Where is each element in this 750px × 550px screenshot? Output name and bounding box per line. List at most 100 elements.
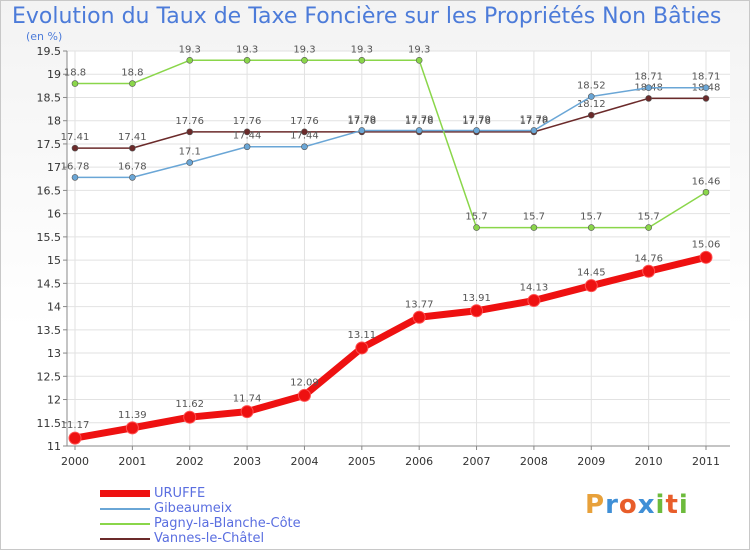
data-point-vannes-le-chatel bbox=[71, 144, 79, 152]
data-point-gibeaumeix bbox=[415, 127, 423, 134]
y-tick-label: 19.5 bbox=[37, 45, 62, 58]
logo-letter: i bbox=[678, 490, 689, 520]
data-label-pagny-la-blanche-cote: 19.3 bbox=[351, 44, 373, 55]
data-label-vannes-le-chatel: 17.41 bbox=[118, 132, 147, 143]
data-point-pagny-la-blanche-cote bbox=[702, 188, 710, 196]
data-label-gibeaumeix: 16.78 bbox=[61, 161, 90, 172]
data-label-uruffe: 11.39 bbox=[118, 410, 147, 421]
data-point-pagny-la-blanche-cote bbox=[530, 224, 538, 231]
series-line-gibeaumeix bbox=[75, 86, 706, 179]
y-tick-label: 17 bbox=[47, 161, 61, 174]
data-point-uruffe bbox=[699, 250, 713, 264]
data-point-gibeaumeix bbox=[301, 143, 308, 151]
data-label-vannes-le-chatel: 17.41 bbox=[61, 132, 90, 143]
data-point-gibeaumeix bbox=[530, 127, 538, 134]
data-label-uruffe: 14.45 bbox=[577, 268, 606, 279]
legend-item-vannes-le-chatel: Vannes-le-Châtel bbox=[100, 531, 301, 546]
data-point-vannes-le-chatel bbox=[301, 128, 308, 136]
y-tick-label: 11.5 bbox=[37, 417, 62, 430]
data-label-pagny-la-blanche-cote: 19.3 bbox=[236, 44, 258, 55]
y-tick-label: 12 bbox=[47, 394, 61, 407]
data-point-pagny-la-blanche-cote bbox=[71, 80, 79, 87]
data-label-vannes-le-chatel: 17.76 bbox=[233, 116, 262, 127]
data-label-pagny-la-blanche-cote: 19.3 bbox=[293, 44, 315, 55]
data-point-gibeaumeix bbox=[587, 93, 595, 100]
logo-letter: t bbox=[665, 490, 679, 520]
data-label-vannes-le-chatel: 18.12 bbox=[577, 99, 606, 110]
data-label-gibeaumeix: 17.79 bbox=[347, 114, 376, 125]
x-tick-label: 2010 bbox=[635, 455, 663, 468]
legend-swatch bbox=[100, 490, 150, 497]
data-point-gibeaumeix bbox=[358, 127, 366, 134]
logo-letter: i bbox=[655, 490, 666, 520]
data-label-gibeaumeix: 18.71 bbox=[692, 72, 721, 83]
data-point-pagny-la-blanche-cote bbox=[587, 224, 595, 231]
data-point-uruffe bbox=[355, 341, 369, 355]
x-tick-label: 2008 bbox=[520, 455, 548, 468]
data-label-vannes-le-chatel: 17.76 bbox=[405, 116, 434, 127]
data-point-uruffe bbox=[584, 279, 598, 293]
data-point-vannes-le-chatel bbox=[645, 95, 652, 102]
y-tick-label: 19 bbox=[47, 68, 61, 81]
data-label-gibeaumeix: 17.44 bbox=[290, 131, 319, 142]
data-point-pagny-la-blanche-cote bbox=[645, 224, 652, 231]
x-tick-label: 2000 bbox=[61, 455, 89, 468]
data-label-pagny-la-blanche-cote: 16.46 bbox=[692, 176, 721, 187]
chart-title: Evolution du Taux de Taxe Foncière sur l… bbox=[12, 4, 722, 29]
data-label-gibeaumeix: 18.71 bbox=[634, 72, 663, 83]
legend-label: Pagny-la-Blanche-Côte bbox=[154, 516, 301, 531]
x-tick-label: 2007 bbox=[463, 455, 491, 468]
y-tick-label: 11 bbox=[47, 440, 61, 453]
data-label-pagny-la-blanche-cote: 15.7 bbox=[638, 212, 660, 223]
data-point-gibeaumeix bbox=[702, 84, 710, 92]
data-point-gibeaumeix bbox=[473, 127, 480, 134]
y-tick-label: 18.5 bbox=[37, 91, 62, 104]
data-label-uruffe: 13.91 bbox=[462, 293, 491, 304]
data-point-uruffe bbox=[470, 304, 484, 318]
legend-swatch bbox=[100, 522, 150, 525]
data-label-uruffe: 14.13 bbox=[520, 283, 549, 294]
legend-label: URUFFE bbox=[154, 486, 206, 501]
data-point-pagny-la-blanche-cote bbox=[243, 56, 251, 64]
data-point-gibeaumeix bbox=[129, 174, 136, 181]
y-tick-label: 15 bbox=[47, 254, 61, 267]
data-point-gibeaumeix bbox=[243, 143, 251, 151]
y-tick-label: 16.5 bbox=[37, 184, 62, 197]
data-label-pagny-la-blanche-cote: 15.7 bbox=[465, 212, 487, 223]
data-point-vannes-le-chatel bbox=[243, 128, 251, 136]
x-tick-label: 2003 bbox=[233, 455, 261, 468]
data-point-vannes-le-chatel bbox=[587, 111, 595, 119]
x-tick-label: 2011 bbox=[692, 455, 720, 468]
data-point-gibeaumeix bbox=[71, 174, 79, 181]
proxiti-logo: Proxiti bbox=[585, 490, 689, 520]
series-line-pagny-la-blanche-cote bbox=[75, 59, 707, 229]
data-point-uruffe bbox=[68, 431, 82, 445]
data-point-uruffe bbox=[240, 405, 254, 419]
data-label-vannes-le-chatel: 17.76 bbox=[290, 116, 319, 127]
legend: URUFFE Gibeaumeix Pagny-la-Blanche-Côte Van… bbox=[100, 486, 301, 546]
y-tick-label: 13.5 bbox=[37, 324, 62, 337]
plot-area bbox=[67, 51, 730, 446]
data-point-uruffe bbox=[125, 421, 139, 435]
data-label-pagny-la-blanche-cote: 15.7 bbox=[523, 212, 545, 223]
data-label-gibeaumeix: 18.52 bbox=[577, 81, 606, 92]
data-point-uruffe bbox=[527, 294, 541, 308]
y-tick-label: 12.5 bbox=[37, 370, 62, 383]
data-label-uruffe: 11.74 bbox=[233, 394, 262, 405]
x-tick-label: 2006 bbox=[405, 455, 433, 468]
data-label-uruffe: 12.09 bbox=[290, 377, 319, 388]
data-label-uruffe: 13.11 bbox=[347, 330, 376, 341]
logo-letter: x bbox=[637, 490, 656, 520]
data-label-gibeaumeix: 17.79 bbox=[405, 114, 434, 125]
logo-letter: P bbox=[585, 490, 606, 520]
x-tick-label: 2005 bbox=[348, 455, 376, 468]
x-tick-label: 2004 bbox=[290, 455, 318, 468]
data-label-uruffe: 13.77 bbox=[405, 299, 434, 310]
data-label-pagny-la-blanche-cote: 18.8 bbox=[121, 68, 143, 79]
data-label-gibeaumeix: 17.79 bbox=[462, 114, 491, 125]
data-point-pagny-la-blanche-cote bbox=[301, 56, 308, 64]
legend-item-uruffe: URUFFE bbox=[100, 486, 301, 501]
data-point-gibeaumeix bbox=[645, 84, 652, 92]
data-point-uruffe bbox=[183, 410, 197, 424]
